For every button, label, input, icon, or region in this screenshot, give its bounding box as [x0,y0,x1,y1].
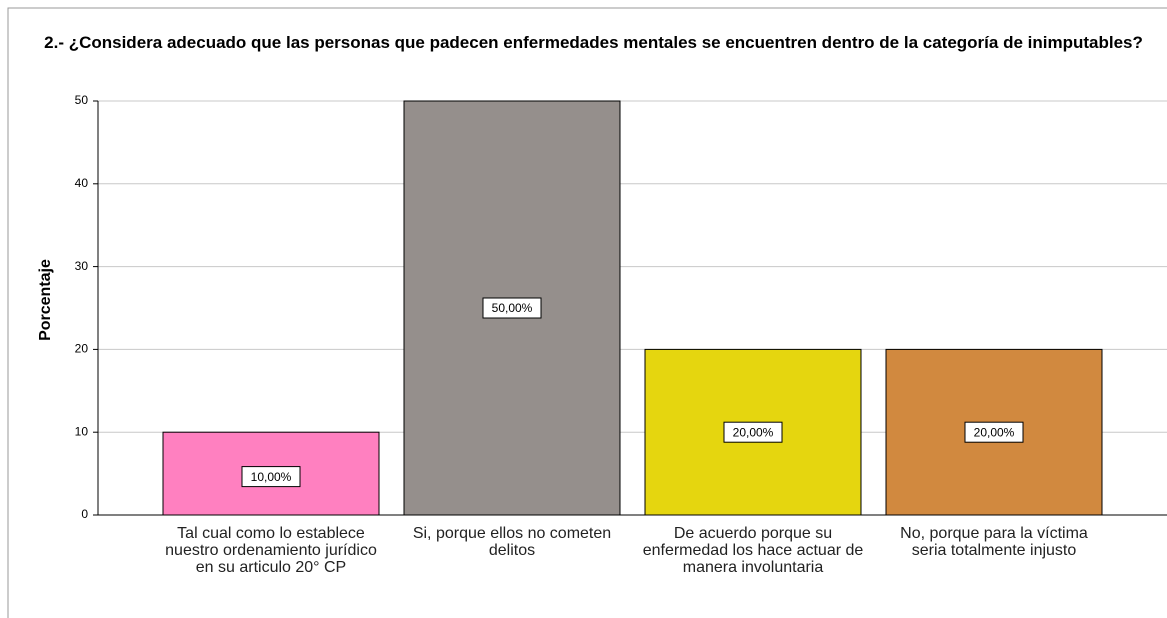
data-label: 20,00% [733,425,774,439]
y-tick-label: 30 [75,259,89,273]
data-label-box [482,297,542,319]
y-tick-label: 50 [75,93,89,107]
data-label: 20,00% [974,425,1015,439]
data-label: 10,00% [251,470,292,484]
y-tick-label: 20 [75,342,89,356]
data-label-box [964,421,1024,443]
data-label: 50,00% [492,301,533,315]
x-tick-label: De acuerdo porque su enfermedad los hace… [642,525,864,576]
y-tick-label: 10 [75,424,89,438]
y-tick-label: 0 [81,507,88,521]
frame [7,7,1167,618]
x-tick-label: No, porque para la víctima seria totalme… [900,525,1088,559]
data-label-box [241,466,301,488]
y-tick-label: 40 [75,176,89,190]
chart-title: 2.- ¿Considera adecuado que las personas… [44,33,1143,52]
x-tick-label: Tal cual como lo establece nuestro orden… [165,525,377,576]
y-axis-label: Porcentaje [37,259,54,341]
x-tick-label: Si, porque ellos no cometen delitos [412,525,612,559]
data-label-box [723,421,783,443]
